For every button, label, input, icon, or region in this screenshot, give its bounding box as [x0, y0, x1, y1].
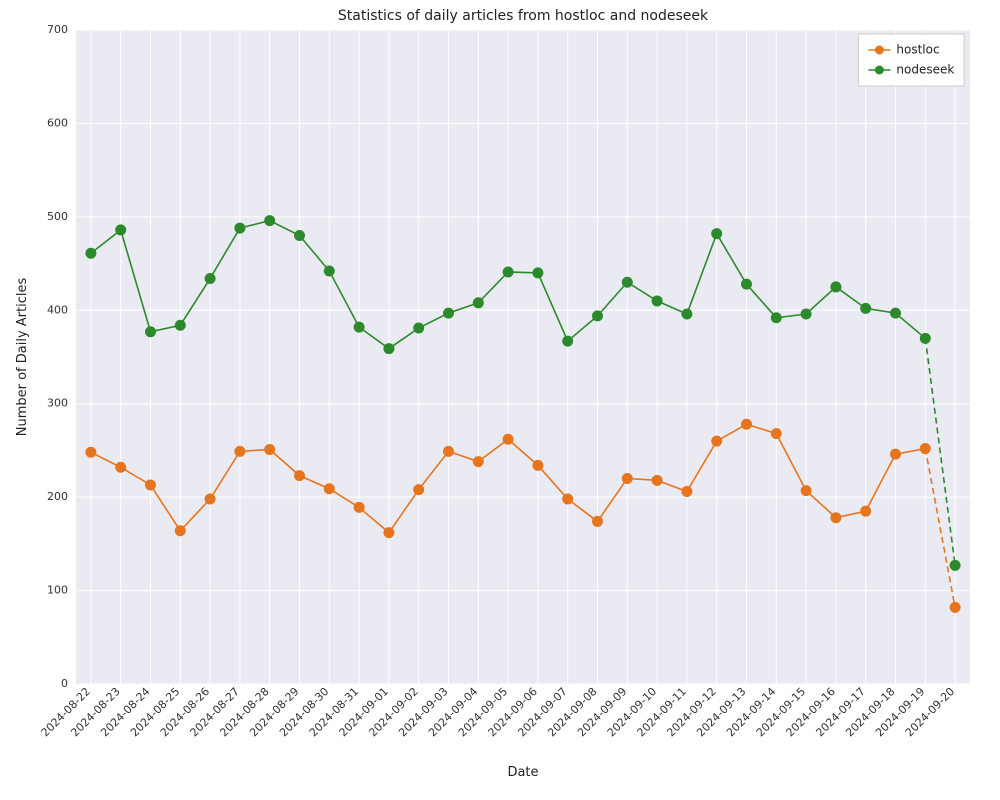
series-marker-hostloc: [742, 419, 752, 429]
series-marker-hostloc: [503, 434, 513, 444]
series-marker-nodeseek: [533, 268, 543, 278]
series-marker-hostloc: [235, 446, 245, 456]
series-marker-nodeseek: [891, 308, 901, 318]
series-marker-nodeseek: [861, 303, 871, 313]
series-marker-nodeseek: [920, 333, 930, 343]
series-marker-hostloc: [831, 513, 841, 523]
y-tick-label: 600: [47, 116, 68, 129]
series-marker-hostloc: [324, 484, 334, 494]
series-marker-nodeseek: [473, 298, 483, 308]
series-marker-nodeseek: [503, 267, 513, 277]
series-marker-nodeseek: [354, 322, 364, 332]
series-marker-nodeseek: [563, 336, 573, 346]
series-marker-nodeseek: [86, 248, 96, 258]
y-tick-label: 200: [47, 490, 68, 503]
series-marker-nodeseek: [295, 231, 305, 241]
series-marker-hostloc: [146, 480, 156, 490]
series-marker-hostloc: [801, 486, 811, 496]
series-marker-nodeseek: [444, 308, 454, 318]
series-marker-hostloc: [265, 444, 275, 454]
series-marker-hostloc: [414, 485, 424, 495]
y-axis-title: Number of Daily Articles: [15, 278, 30, 437]
series-marker-nodeseek: [652, 296, 662, 306]
series-marker-nodeseek: [831, 282, 841, 292]
series-marker-hostloc: [116, 462, 126, 472]
series-marker-nodeseek: [235, 223, 245, 233]
y-tick-label: 0: [61, 677, 68, 690]
series-marker-nodeseek: [116, 225, 126, 235]
series-marker-hostloc: [384, 528, 394, 538]
line-chart-svg: 01002003004005006007002024-08-222024-08-…: [0, 0, 1000, 800]
series-marker-nodeseek: [414, 323, 424, 333]
series-marker-hostloc: [682, 487, 692, 497]
series-marker-nodeseek: [742, 279, 752, 289]
series-marker-hostloc: [295, 471, 305, 481]
series-marker-nodeseek: [712, 229, 722, 239]
series-marker-nodeseek: [205, 274, 215, 284]
y-tick-label: 700: [47, 23, 68, 36]
series-marker-nodeseek: [324, 266, 334, 276]
y-tick-label: 100: [47, 584, 68, 597]
series-marker-nodeseek: [146, 327, 156, 337]
series-marker-hostloc: [444, 446, 454, 456]
series-marker-hostloc: [712, 436, 722, 446]
series-marker-hostloc: [950, 602, 960, 612]
y-tick-label: 300: [47, 397, 68, 410]
series-marker-hostloc: [920, 444, 930, 454]
series-marker-hostloc: [861, 506, 871, 516]
legend-swatch-marker-nodeseek: [875, 66, 884, 75]
series-marker-nodeseek: [801, 309, 811, 319]
series-marker-hostloc: [86, 447, 96, 457]
legend-swatch-marker-hostloc: [875, 46, 884, 55]
y-tick-label: 500: [47, 210, 68, 223]
series-marker-nodeseek: [771, 313, 781, 323]
legend-label-hostloc: hostloc: [896, 43, 939, 57]
series-marker-nodeseek: [682, 309, 692, 319]
series-marker-nodeseek: [622, 277, 632, 287]
legend-label-nodeseek: nodeseek: [896, 63, 954, 77]
series-marker-nodeseek: [593, 311, 603, 321]
series-marker-hostloc: [354, 502, 364, 512]
series-marker-hostloc: [473, 457, 483, 467]
series-marker-hostloc: [771, 429, 781, 439]
series-marker-hostloc: [205, 494, 215, 504]
series-marker-hostloc: [622, 473, 632, 483]
series-marker-nodeseek: [175, 320, 185, 330]
chart-container: 01002003004005006007002024-08-222024-08-…: [0, 0, 1000, 800]
y-tick-label: 400: [47, 303, 68, 316]
series-marker-hostloc: [175, 526, 185, 536]
series-marker-hostloc: [891, 449, 901, 459]
series-marker-nodeseek: [950, 560, 960, 570]
series-marker-nodeseek: [265, 216, 275, 226]
chart-title: Statistics of daily articles from hostlo…: [338, 8, 709, 24]
series-marker-hostloc: [533, 460, 543, 470]
x-axis-title: Date: [507, 765, 538, 780]
series-marker-nodeseek: [384, 344, 394, 354]
series-marker-hostloc: [563, 494, 573, 504]
series-marker-hostloc: [593, 516, 603, 526]
series-marker-hostloc: [652, 475, 662, 485]
